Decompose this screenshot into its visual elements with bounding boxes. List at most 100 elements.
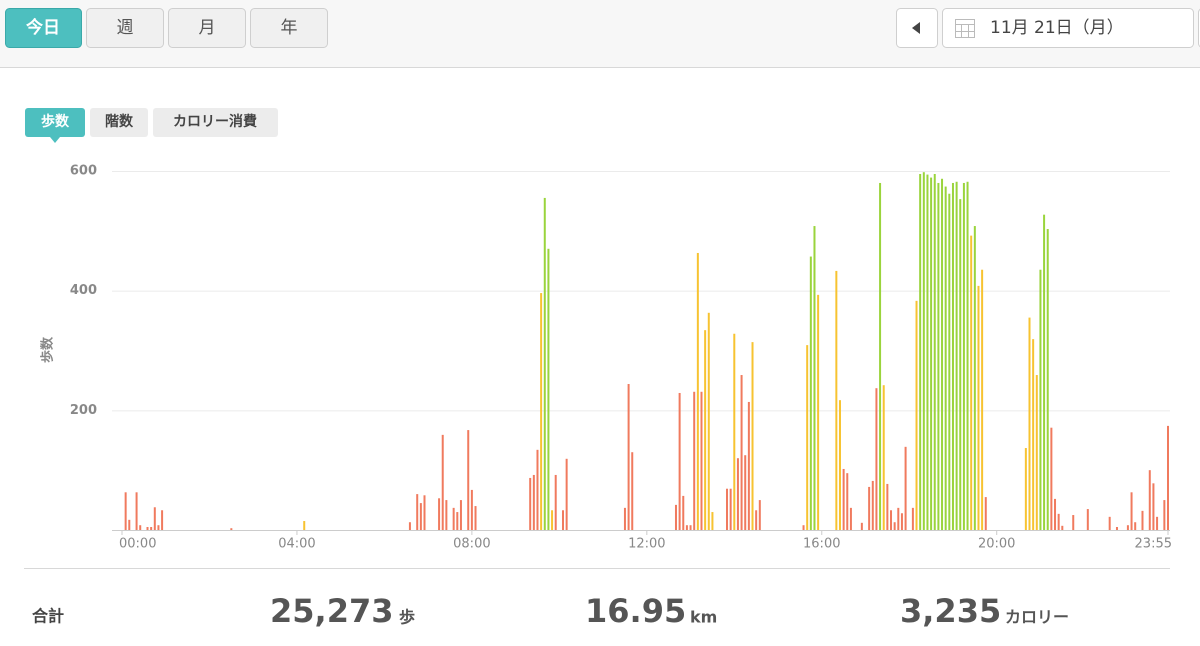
- bar: [135, 492, 138, 530]
- bar: [1086, 509, 1089, 530]
- bar: [419, 503, 422, 530]
- bar: [838, 400, 841, 530]
- summary-value: 25,273: [270, 592, 393, 630]
- steps-tab-label: 歩数: [41, 113, 70, 130]
- calories-tab[interactable]: [153, 108, 278, 137]
- bar: [1156, 516, 1159, 530]
- bar: [970, 235, 973, 530]
- bar: [981, 269, 984, 530]
- bar: [696, 252, 699, 530]
- bar: [554, 474, 557, 530]
- bar: [1115, 527, 1118, 530]
- bar: [900, 513, 903, 530]
- y-tick-label: 400: [70, 283, 97, 298]
- bar: [1148, 470, 1151, 530]
- bar: [536, 449, 539, 530]
- bar: [933, 173, 936, 530]
- week-label: 週: [117, 18, 134, 38]
- bar: [565, 458, 568, 530]
- bar: [631, 452, 634, 530]
- bar: [1167, 425, 1169, 530]
- x-tick-label: 12:00: [628, 537, 665, 552]
- summary-label: 合計: [32, 607, 64, 626]
- bar: [890, 510, 893, 530]
- bar: [948, 193, 951, 530]
- bar: [951, 182, 954, 530]
- bar: [806, 345, 809, 530]
- bar: [1039, 269, 1042, 530]
- bar: [886, 483, 889, 530]
- bar: [849, 507, 852, 530]
- bar: [1024, 448, 1027, 530]
- bar: [1043, 214, 1046, 530]
- bar: [1163, 500, 1166, 530]
- bar: [441, 434, 444, 530]
- bar: [693, 391, 696, 530]
- bar: [736, 458, 739, 530]
- bar: [685, 525, 688, 530]
- bar: [817, 294, 820, 530]
- month-label: 月: [199, 18, 216, 38]
- floors-tab-label: 階数: [105, 113, 134, 130]
- bar: [1050, 427, 1053, 530]
- bar: [682, 495, 685, 530]
- bar: [747, 401, 750, 530]
- bar: [627, 384, 630, 530]
- bar: [150, 527, 153, 530]
- y-axis-label: 歩数: [40, 336, 56, 363]
- bar: [543, 197, 546, 531]
- bar: [868, 486, 871, 530]
- month-button[interactable]: [168, 8, 246, 48]
- bar: [944, 186, 947, 530]
- bar: [678, 392, 681, 530]
- bar: [755, 510, 758, 530]
- bar: [729, 488, 732, 530]
- bar: [1035, 375, 1038, 530]
- x-tick-label: 16:00: [803, 537, 840, 552]
- bar: [456, 512, 459, 530]
- bar: [1061, 525, 1064, 530]
- y-tick-label: 200: [70, 403, 97, 418]
- bar: [1152, 483, 1155, 530]
- bar: [809, 256, 812, 530]
- bar: [547, 248, 550, 531]
- summary-unit: km: [690, 608, 717, 627]
- bar: [1130, 492, 1133, 530]
- bar: [707, 312, 710, 530]
- bar: [540, 293, 543, 530]
- bar: [423, 495, 426, 530]
- steps-tab[interactable]: [25, 108, 85, 137]
- week-button[interactable]: [86, 8, 164, 48]
- y-tick-label: 600: [70, 164, 97, 179]
- floors-tab[interactable]: [90, 108, 148, 137]
- bar: [230, 528, 233, 530]
- bar: [941, 178, 944, 531]
- bar: [161, 510, 164, 530]
- bar: [1057, 513, 1060, 530]
- summary: 25,273 歩 16.95 km 3,235 カロリー: [270, 592, 1069, 630]
- bar: [157, 525, 160, 530]
- calendar-icon: [955, 19, 975, 38]
- bar: [700, 391, 703, 530]
- bar: [937, 182, 940, 530]
- bar: [438, 498, 441, 530]
- bar: [452, 507, 455, 530]
- bar: [860, 522, 863, 530]
- bar: [846, 473, 849, 530]
- bar: [955, 181, 958, 530]
- bar: [882, 385, 885, 530]
- bar: [1032, 339, 1035, 530]
- prev-arrow: [912, 22, 920, 34]
- x-tick-label: 00:00: [119, 537, 156, 552]
- date-box[interactable]: [942, 8, 1194, 48]
- bar: [915, 300, 918, 530]
- bar: [922, 172, 925, 531]
- year-button[interactable]: [250, 8, 328, 48]
- bar: [984, 497, 987, 530]
- today-button[interactable]: [5, 8, 82, 48]
- bar: [623, 507, 626, 530]
- x-tick-label: 20:00: [978, 537, 1015, 552]
- bar: [1108, 516, 1111, 530]
- bar: [1072, 515, 1075, 530]
